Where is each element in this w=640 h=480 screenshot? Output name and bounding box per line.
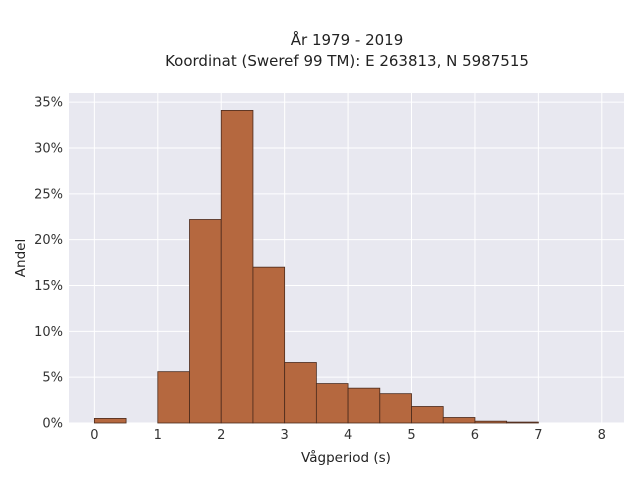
histogram-bar — [379, 393, 412, 424]
x-axis-label: Vågperiod (s) — [301, 449, 391, 466]
histogram-bar — [347, 387, 381, 424]
y-tick-label: 5% — [42, 371, 63, 386]
y-axis-ticks: 0% 5% 10% 15% 20% 25% 30% 35% — [34, 96, 63, 432]
histogram-bar — [189, 219, 222, 424]
histogram-bar — [411, 406, 444, 424]
y-tick-label: 35% — [34, 96, 63, 111]
y-tick-label: 0% — [42, 417, 63, 432]
histogram-bar — [442, 417, 476, 424]
x-tick-label: 6 — [471, 428, 479, 443]
x-tick-label: 5 — [407, 428, 415, 443]
x-axis-ticks: 0 1 2 3 4 5 6 7 8 — [90, 428, 606, 443]
histogram-bar — [220, 110, 254, 424]
chart-subtitle: Koordinat (Sweref 99 TM): E 263813, N 59… — [165, 52, 529, 70]
histogram-bar — [506, 421, 539, 424]
histogram-bar — [93, 418, 127, 424]
plot-area — [69, 93, 624, 423]
y-tick-label: 20% — [34, 233, 63, 248]
bars — [93, 110, 539, 424]
x-tick-label: 0 — [90, 428, 98, 443]
chart-title: År 1979 - 2019 — [291, 30, 404, 49]
histogram-bar — [157, 371, 190, 424]
x-tick-label: 3 — [281, 428, 289, 443]
x-tick-label: 8 — [598, 428, 606, 443]
y-tick-label: 30% — [34, 142, 63, 157]
histogram-bar — [474, 420, 508, 424]
x-tick-label: 1 — [154, 428, 162, 443]
y-axis-label: Andel — [13, 239, 29, 277]
histogram-bar — [315, 383, 349, 424]
y-tick-label: 15% — [34, 279, 63, 294]
histogram-bar — [284, 362, 317, 424]
y-tick-label: 10% — [34, 325, 63, 340]
x-tick-label: 7 — [534, 428, 542, 443]
histogram-bar — [252, 266, 286, 424]
y-tick-label: 25% — [34, 187, 63, 202]
x-tick-label: 2 — [217, 428, 225, 443]
x-tick-label: 4 — [344, 428, 352, 443]
